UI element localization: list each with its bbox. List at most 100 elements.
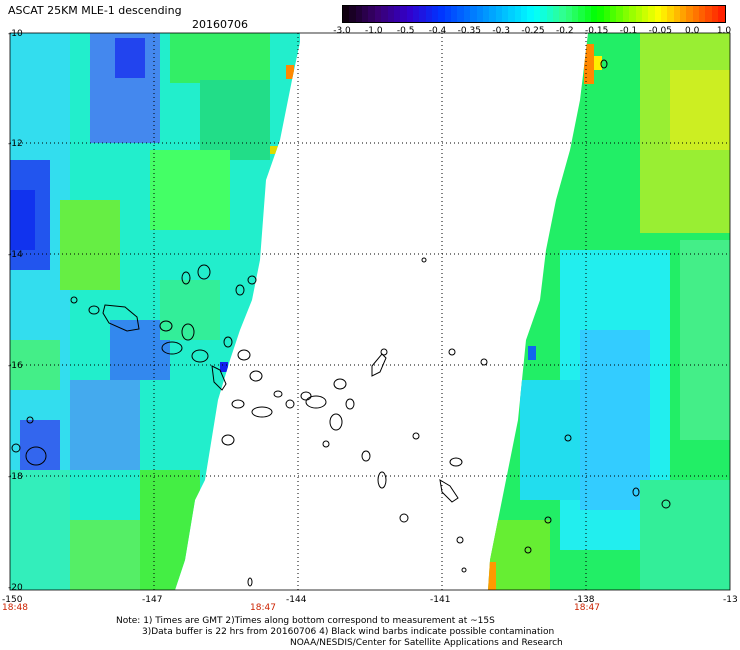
color-swatch	[482, 6, 490, 22]
color-swatch	[349, 6, 356, 22]
color-swatch	[527, 6, 534, 22]
color-swatch	[654, 6, 661, 22]
color-swatch	[501, 6, 509, 22]
lat-label: -20	[8, 583, 23, 593]
left-swath	[10, 33, 300, 590]
color-scale-label: -0.1	[619, 26, 638, 36]
product-name: ASCAT 25KM MLE-1 descending	[8, 4, 182, 17]
swath-time: 18:47	[250, 603, 276, 613]
color-swatch	[680, 6, 687, 22]
color-scale-label: -3.0	[333, 26, 351, 36]
grid	[10, 33, 730, 590]
color-scale-label: -0.3	[492, 26, 510, 36]
color-swatch	[374, 6, 382, 22]
lat-label: -14	[8, 250, 23, 260]
color-swatch	[533, 6, 541, 22]
color-swatch	[718, 6, 725, 22]
color-scale-label: -0.5	[396, 26, 415, 36]
color-swatch	[699, 6, 706, 22]
color-swatch	[571, 6, 579, 22]
color-scale-label: -0.2	[556, 26, 574, 36]
lat-label: -10	[8, 29, 23, 39]
color-swatch	[705, 6, 712, 22]
color-swatch	[559, 6, 566, 22]
color-swatch	[412, 6, 420, 22]
color-swatch	[641, 6, 649, 22]
color-swatch	[419, 6, 426, 22]
color-swatch	[635, 6, 642, 22]
lon-label: -138	[574, 595, 595, 605]
color-swatch	[432, 6, 439, 22]
color-swatch	[489, 6, 496, 22]
color-swatch	[406, 6, 413, 22]
lon-label: -147	[142, 595, 162, 605]
color-swatch	[578, 6, 585, 22]
lon-label: -144	[286, 595, 307, 605]
color-swatch	[368, 6, 375, 22]
color-swatch	[343, 6, 350, 22]
color-swatch	[648, 6, 655, 22]
color-swatch	[495, 6, 502, 22]
color-swatch	[444, 6, 452, 22]
color-swatch	[425, 6, 433, 22]
color-swatch	[457, 6, 464, 22]
note-line-2: 3)Data buffer is 22 hrs from 20160706 4)…	[142, 627, 555, 637]
lat-label: -12	[8, 139, 23, 149]
color-swatch	[584, 6, 592, 22]
color-swatch	[476, 6, 483, 22]
color-swatch	[711, 6, 719, 22]
color-swatch	[521, 6, 528, 22]
color-swatch	[393, 6, 401, 22]
swath-time: 18:48	[2, 603, 28, 613]
color-swatch	[622, 6, 630, 22]
color-scale-label: -0.15	[585, 26, 609, 36]
color-swatch	[355, 6, 363, 22]
color-swatch	[591, 6, 598, 22]
lat-label: -16	[8, 361, 23, 371]
color-swatch	[362, 6, 369, 22]
color-swatch	[660, 6, 668, 22]
color-swatch	[540, 6, 547, 22]
color-swatch	[463, 6, 471, 22]
color-swatch	[400, 6, 407, 22]
color-swatch	[692, 6, 700, 22]
right-swath	[488, 33, 730, 590]
color-swatch	[470, 6, 477, 22]
color-swatch	[387, 6, 394, 22]
swath-time: 18:47	[574, 603, 600, 613]
note-line-1: Note: 1) Times are GMT 2)Times along bot…	[116, 616, 495, 626]
color-swatch	[514, 6, 522, 22]
color-scale-label: -0.05	[648, 26, 672, 36]
color-swatch	[546, 6, 553, 22]
color-scale-label: -1.0	[365, 26, 383, 36]
color-swatch	[610, 6, 617, 22]
lon-label: -150	[2, 595, 23, 605]
color-scale-label: 0.0	[684, 26, 700, 36]
color-scale-label: 1.0	[716, 26, 732, 36]
color-swatch	[673, 6, 681, 22]
color-swatch	[686, 6, 693, 22]
color-scale-label: -0.35	[457, 26, 481, 36]
map-title: ASCAT 25KM MLE-1 descending 20160706	[8, 4, 248, 31]
color-swatch	[381, 6, 388, 22]
note-line-3: NOAA/NESDIS/Center for Satellite Applica…	[290, 638, 563, 648]
color-scale-label: -0.4	[428, 26, 447, 36]
product-date: 20160706	[192, 18, 248, 31]
color-swatch	[552, 6, 560, 22]
color-swatch	[597, 6, 604, 22]
map-frame	[9, 32, 731, 591]
color-swatch	[667, 6, 674, 22]
color-swatch	[616, 6, 623, 22]
color-scale-label: -0.25	[521, 26, 545, 36]
lat-label: -18	[8, 472, 23, 482]
color-swatch	[565, 6, 572, 22]
color-swatch	[508, 6, 515, 22]
color-swatch	[629, 6, 636, 22]
lon-label: -13	[723, 595, 738, 605]
color-swatch	[603, 6, 611, 22]
color-swatch	[438, 6, 445, 22]
lon-label: -141	[430, 595, 450, 605]
island-outlines	[11, 59, 671, 587]
color-swatch	[451, 6, 458, 22]
